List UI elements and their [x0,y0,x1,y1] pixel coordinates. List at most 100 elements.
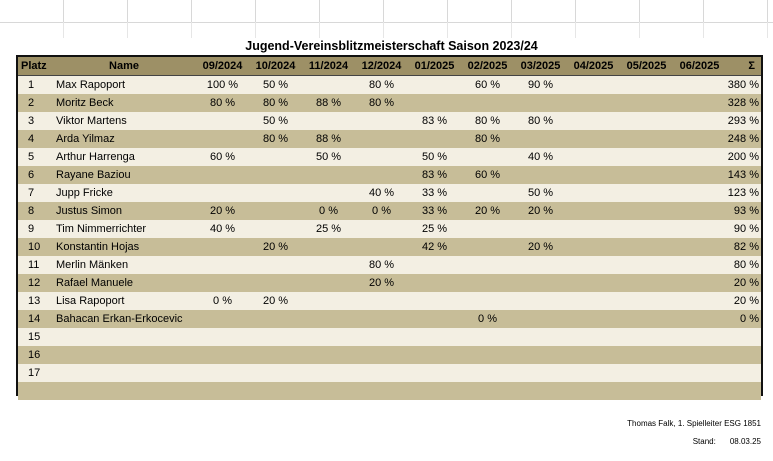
table-row: 1 Max Rapoport 100 % 50 % 80 % 60 % 90 % 380 % [18,75,761,94]
table-title: Jugend-Vereinsblitzmeisterschaft Saison … [245,39,538,53]
row-month-score [673,112,726,130]
row-month-score [355,292,408,310]
row-month-score: 50 % [408,148,461,166]
row-month-score: 88 % [302,130,355,148]
row-month-score: 20 % [249,292,302,310]
row-name: Merlin Mänken [52,256,196,274]
row-month-score [567,256,620,274]
footer-date: Stand: 08.03.25 [693,437,761,447]
row-rank: 15 [18,328,52,346]
row-sum: 200 % [726,148,761,166]
row-month-score [673,328,726,346]
row-month-score: 50 % [514,184,567,202]
row-sum: 90 % [726,220,761,238]
row-month-score [673,310,726,328]
row-month-score [673,292,726,310]
spreadsheet-gridlines [0,0,773,23]
row-month-score [567,382,620,400]
table-row: 8 Justus Simon 20 % 0 % 0 % 33 % 20 % 20 % 93 % [18,202,761,220]
row-rank: 2 [18,94,52,112]
row-month-score [620,310,673,328]
row-month-score [461,292,514,310]
row-sum [726,364,761,382]
header-platz: Platz [18,57,52,76]
row-month-score [461,274,514,292]
header-month: 05/2025 [620,57,673,76]
row-month-score [461,148,514,166]
table-row: 7 Jupp Fricke 40 % 33 % 50 % 123 % [18,184,761,202]
row-month-score [461,220,514,238]
row-name: Arda Yilmaz [52,130,196,148]
table-row: 10 Konstantin Hojas 20 % 42 % 20 % 82 % [18,238,761,256]
row-name: Rafael Manuele [52,274,196,292]
row-name: Arthur Harrenga [52,148,196,166]
row-month-score [673,166,726,184]
row-month-score: 0 % [355,202,408,220]
header-month: 06/2025 [673,57,726,76]
row-month-score [196,328,249,346]
header-month: 11/2024 [302,57,355,76]
row-rank: 5 [18,148,52,166]
row-month-score [249,148,302,166]
row-month-score: 40 % [196,220,249,238]
row-month-score [196,364,249,382]
table-body: 1 Max Rapoport 100 % 50 % 80 % 60 % 90 % 380 % 2… [18,75,761,400]
row-month-score [620,130,673,148]
row-month-score: 0 % [461,310,514,328]
row-month-score [355,112,408,130]
row-month-score [567,328,620,346]
row-month-score [673,75,726,94]
row-month-score [302,382,355,400]
row-rank: 9 [18,220,52,238]
row-rank: 11 [18,256,52,274]
row-month-score [620,75,673,94]
standings-table: Platz Name 09/2024 10/2024 11/2024 12/20… [18,57,761,400]
row-month-score [673,130,726,148]
header-sum: Σ [726,57,761,76]
header-month: 12/2024 [355,57,408,76]
row-month-score [355,130,408,148]
row-month-score [514,130,567,148]
row-month-score: 60 % [461,166,514,184]
row-month-score [620,202,673,220]
row-month-score [620,274,673,292]
row-month-score: 50 % [302,148,355,166]
row-sum: 20 % [726,292,761,310]
row-month-score [567,202,620,220]
row-sum: 293 % [726,112,761,130]
row-month-score: 60 % [461,75,514,94]
row-rank: 8 [18,202,52,220]
row-month-score [249,184,302,202]
row-name: Lisa Rapoport [52,292,196,310]
table-row: 5 Arthur Harrenga 60 % 50 % 50 % 40 % 200 % [18,148,761,166]
row-month-score [620,346,673,364]
row-month-score [196,310,249,328]
row-month-score [355,166,408,184]
row-month-score: 33 % [408,202,461,220]
row-month-score [673,382,726,400]
row-month-score [620,148,673,166]
header-row: Platz Name 09/2024 10/2024 11/2024 12/20… [18,57,761,76]
row-month-score: 83 % [408,112,461,130]
row-month-score [514,166,567,184]
row-rank: 14 [18,310,52,328]
row-rank: 7 [18,184,52,202]
row-month-score [249,382,302,400]
row-month-score [673,220,726,238]
row-month-score [461,346,514,364]
row-month-score [302,112,355,130]
row-month-score [567,130,620,148]
row-month-score: 25 % [408,220,461,238]
row-month-score [673,94,726,112]
row-name: Bahacan Erkan-Erkocevic [52,310,196,328]
row-month-score [196,130,249,148]
row-month-score [620,112,673,130]
row-month-score [355,382,408,400]
row-month-score [249,328,302,346]
row-sum: 328 % [726,94,761,112]
row-month-score: 80 % [249,130,302,148]
row-month-score: 20 % [514,202,567,220]
row-month-score [196,166,249,184]
row-month-score [302,166,355,184]
row-month-score [673,148,726,166]
